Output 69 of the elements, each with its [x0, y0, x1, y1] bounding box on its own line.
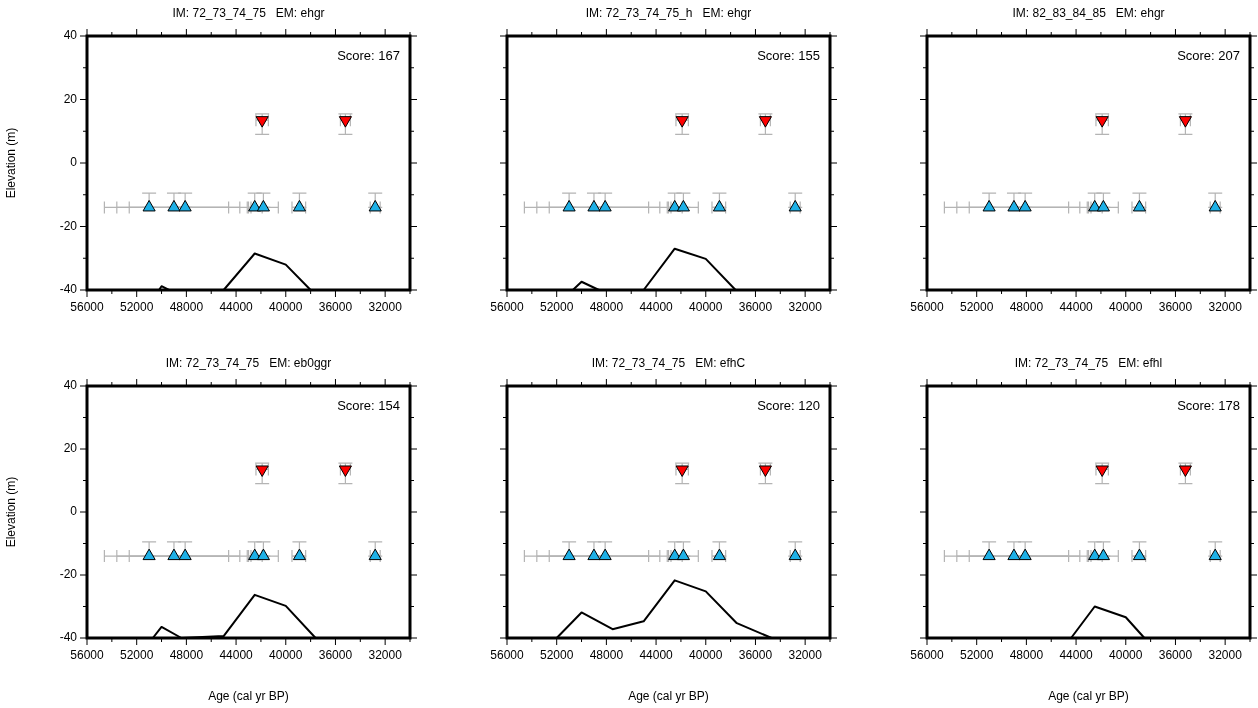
- y-tick-label: -40: [59, 282, 78, 297]
- chart-title: IM: 72_73_74_75 EM: ehgr: [172, 6, 325, 21]
- x-tick-label: 56000: [910, 647, 945, 662]
- x-tick-label: 52000: [120, 299, 154, 314]
- x-tick-label: 48000: [589, 647, 624, 662]
- x-axis-title: Age (cal yr BP): [208, 689, 289, 704]
- x-tick-label: 44000: [219, 299, 254, 314]
- x-tick-label: 44000: [219, 647, 254, 662]
- chart-title: IM: 72_73_74_75 EM: eb0ggr: [165, 356, 332, 371]
- x-tick-label: 48000: [169, 299, 204, 314]
- y-tick-label: 40: [63, 378, 78, 393]
- chart-title: IM: 82_83_84_85 EM: ehgr: [1012, 6, 1165, 21]
- x-tick-label: 40000: [689, 299, 723, 314]
- x-tick-label: 52000: [960, 647, 994, 662]
- chart-title: IM: 72_73_74_75 EM: efhl: [1014, 356, 1163, 371]
- y-tick-label: -20: [59, 567, 78, 582]
- x-tick-label: 52000: [540, 299, 574, 314]
- x-tick-label: 52000: [540, 647, 574, 662]
- x-tick-label: 32000: [1208, 299, 1243, 314]
- x-tick-label: 40000: [269, 299, 303, 314]
- x-tick-label: 44000: [1059, 647, 1094, 662]
- y-tick-label: 0: [70, 155, 78, 170]
- chart-title: IM: 72_73_74_75 EM: efhC: [591, 356, 746, 371]
- annotation: Score: 155: [757, 47, 820, 63]
- annotation: Score: 178: [1177, 397, 1240, 413]
- y-tick-label: -40: [59, 630, 78, 645]
- x-tick-label: 36000: [738, 647, 773, 662]
- x-tick-label: 32000: [1208, 647, 1243, 662]
- x-axis-title: Age (cal yr BP): [1048, 689, 1129, 704]
- annotation: Score: 167: [337, 47, 400, 63]
- x-tick-label: 36000: [738, 299, 773, 314]
- x-tick-label: 36000: [1158, 299, 1193, 314]
- x-tick-label: 44000: [639, 299, 674, 314]
- x-tick-label: 40000: [1109, 299, 1143, 314]
- x-tick-label: 56000: [70, 299, 105, 314]
- annotation: Score: 207: [1177, 47, 1240, 63]
- x-tick-label: 56000: [490, 647, 525, 662]
- y-axis-title: Elevation (m): [3, 127, 18, 199]
- annotation: Score: 120: [757, 397, 820, 413]
- x-tick-label: 48000: [589, 299, 624, 314]
- x-tick-label: 48000: [169, 647, 204, 662]
- x-tick-label: 48000: [1009, 299, 1044, 314]
- x-tick-label: 56000: [490, 299, 525, 314]
- x-tick-label: 44000: [1059, 299, 1094, 314]
- y-tick-label: -20: [59, 218, 78, 233]
- annotation: Score: 154: [337, 397, 400, 413]
- x-tick-label: 32000: [368, 299, 403, 314]
- chart-title: IM: 72_73_74_75_h EM: ehgr: [585, 6, 752, 21]
- y-tick-label: 20: [63, 91, 78, 106]
- x-tick-label: 56000: [70, 647, 105, 662]
- x-tick-label: 44000: [639, 647, 674, 662]
- x-tick-label: 32000: [788, 647, 823, 662]
- x-tick-label: 36000: [318, 299, 353, 314]
- y-tick-label: 40: [63, 28, 78, 43]
- x-tick-label: 32000: [788, 299, 823, 314]
- x-tick-label: 48000: [1009, 647, 1044, 662]
- x-tick-label: 40000: [1109, 647, 1143, 662]
- x-tick-label: 40000: [269, 647, 303, 662]
- x-tick-label: 56000: [910, 299, 945, 314]
- x-tick-label: 36000: [318, 647, 353, 662]
- x-tick-label: 52000: [960, 299, 994, 314]
- x-tick-label: 52000: [120, 647, 154, 662]
- x-axis-title: Age (cal yr BP): [628, 689, 709, 704]
- x-tick-label: 40000: [689, 647, 723, 662]
- y-tick-label: 0: [70, 504, 78, 519]
- y-tick-label: 20: [63, 441, 78, 456]
- x-tick-label: 32000: [368, 647, 403, 662]
- x-tick-label: 36000: [1158, 647, 1193, 662]
- y-axis-title: Elevation (m): [3, 476, 18, 548]
